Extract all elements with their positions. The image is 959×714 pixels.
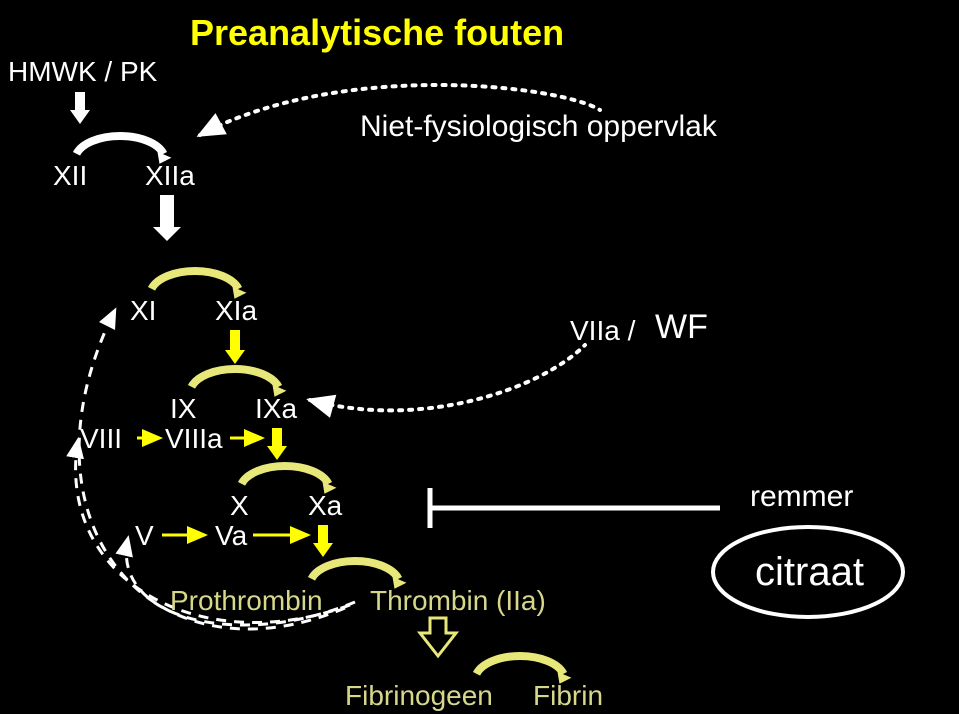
- label-ix: IX: [170, 393, 196, 425]
- label-xia: XIa: [215, 295, 257, 327]
- label-viia_wf_b: WF: [655, 308, 708, 347]
- label-citraat: citraat: [755, 550, 864, 595]
- label-remmer: remmer: [750, 480, 853, 514]
- label-v: V: [135, 520, 154, 552]
- label-viiia: VIIIa: [165, 423, 223, 455]
- label-x: X: [230, 490, 249, 522]
- label-thrombin: Thrombin (IIa): [370, 585, 546, 617]
- label-xii: XII: [53, 160, 87, 192]
- label-fibrinogeen: Fibrinogeen: [345, 680, 493, 712]
- label-xiia: XIIa: [145, 160, 195, 192]
- label-viii: VIII: [80, 423, 122, 455]
- label-fibrin: Fibrin: [533, 680, 603, 712]
- label-va: Va: [215, 520, 247, 552]
- label-title: Preanalytische fouten: [190, 12, 564, 54]
- label-surface: Niet-fysiologisch oppervlak: [360, 110, 717, 144]
- label-prothrombin: Prothrombin: [170, 585, 323, 617]
- label-xa: Xa: [308, 490, 342, 522]
- label-ixa: IXa: [255, 393, 297, 425]
- label-viia_wf_a: VIIa /: [570, 315, 635, 347]
- label-hmwk_pk: HMWK / PK: [8, 56, 157, 88]
- label-xi: XI: [130, 295, 156, 327]
